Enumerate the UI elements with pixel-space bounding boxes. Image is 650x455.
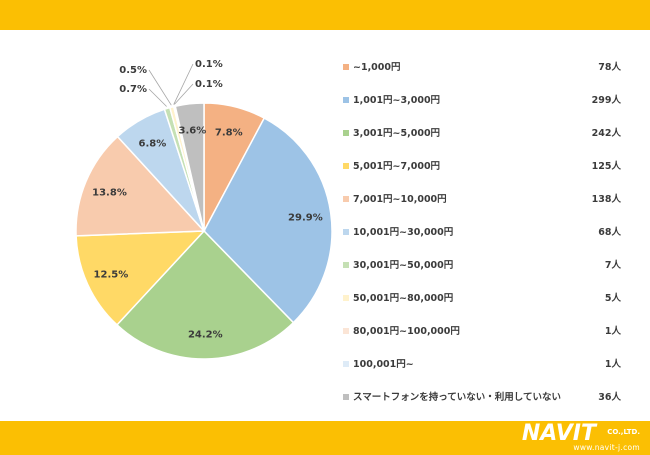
pie-slice [75, 230, 206, 326]
legend-swatch [343, 394, 349, 400]
legend-label: ~1,000円 [353, 62, 401, 73]
top-banner [0, 0, 650, 30]
legend-label: 3,001円~5,000円 [353, 128, 441, 139]
legend-count: 125人 [591, 161, 621, 172]
bottom-banner [0, 421, 650, 455]
leader-line [174, 83, 194, 105]
legend-swatch [343, 295, 349, 301]
legend-label: 30,001円~50,000円 [353, 260, 454, 271]
legend-count: 138人 [591, 194, 621, 205]
slice-percent-label: 13.8% [92, 188, 127, 199]
legend-item: 80,001円~100,000円 1人 [343, 322, 633, 355]
legend-swatch [343, 130, 349, 136]
logo-company-suffix: CO.,LTD. [607, 428, 640, 436]
pie-slice [174, 102, 205, 232]
pie-slice [75, 135, 206, 237]
legend-item: 100,001円~ 1人 [343, 355, 633, 388]
slice-percent-label: 0.1% [195, 59, 223, 70]
legend-item: 10,001円~30,000円 68人 [343, 223, 633, 256]
legend-item: 50,001円~80,000円 5人 [343, 289, 633, 322]
logo-url: www.navit-j.com [573, 443, 640, 452]
legend-swatch [343, 361, 349, 367]
legend-item: 5,001円~7,000円 125人 [343, 157, 633, 190]
slice-percent-label: 7.8% [215, 128, 243, 139]
legend-label: スマートフォンを持っていない・利用していない [353, 392, 561, 403]
legend-count: 7人 [604, 260, 621, 271]
legend-label: 80,001円~100,000円 [353, 326, 460, 337]
legend-count: 5人 [604, 293, 621, 304]
legend-label: 10,001円~30,000円 [353, 227, 454, 238]
legend-label: 5,001円~7,000円 [353, 161, 441, 172]
legend-count: 299人 [591, 95, 621, 106]
slice-percent-label: 24.2% [188, 329, 223, 340]
slice-percent-label: 0.1% [195, 79, 223, 90]
legend-item: 1,001円~3,000円 299人 [343, 91, 633, 124]
leader-line [148, 88, 167, 107]
slice-percent-label: 29.9% [288, 213, 323, 224]
legend-item: 30,001円~50,000円 7人 [343, 256, 633, 289]
pie-slice [115, 229, 295, 360]
leader-line [173, 63, 194, 105]
legend-swatch [343, 163, 349, 169]
legend-swatch [343, 229, 349, 235]
slice-percent-label: 3.6% [179, 125, 207, 136]
legend-swatch [343, 196, 349, 202]
slice-percent-label: 0.7% [119, 84, 147, 95]
legend-label: 50,001円~80,000円 [353, 293, 454, 304]
slice-percent-label: 12.5% [94, 270, 129, 281]
legend-count: 1人 [604, 359, 621, 370]
leader-line [148, 69, 172, 106]
legend-swatch [343, 97, 349, 103]
legend-swatch [343, 262, 349, 268]
legend-item: 7,001円~10,000円 138人 [343, 190, 633, 223]
legend-swatch [343, 64, 349, 70]
legend-swatch [343, 328, 349, 334]
chart-legend: ~1,000円 78人 1,001円~3,000円 299人 3,001円~5,000円… [343, 58, 633, 421]
legend-count: 78人 [598, 62, 621, 73]
legend-label: 1,001円~3,000円 [353, 95, 441, 106]
legend-count: 68人 [598, 227, 621, 238]
legend-item: スマートフォンを持っていない・利用していない 36人 [343, 388, 633, 421]
navit-logo: NAVIT CO.,LTD. www.navit-j.com [520, 421, 640, 453]
pie-slice [203, 117, 333, 324]
legend-item: 3,001円~5,000円 242人 [343, 124, 633, 157]
legend-count: 36人 [598, 392, 621, 403]
legend-item: ~1,000円 78人 [343, 58, 633, 91]
legend-label: 7,001円~10,000円 [353, 194, 447, 205]
slice-percent-label: 6.8% [139, 139, 167, 150]
legend-count: 1人 [604, 326, 621, 337]
legend-label: 100,001円~ [353, 359, 414, 370]
legend-count: 242人 [591, 128, 621, 139]
logo-main-text: NAVIT [521, 421, 596, 446]
slice-percent-label: 0.5% [119, 65, 147, 76]
